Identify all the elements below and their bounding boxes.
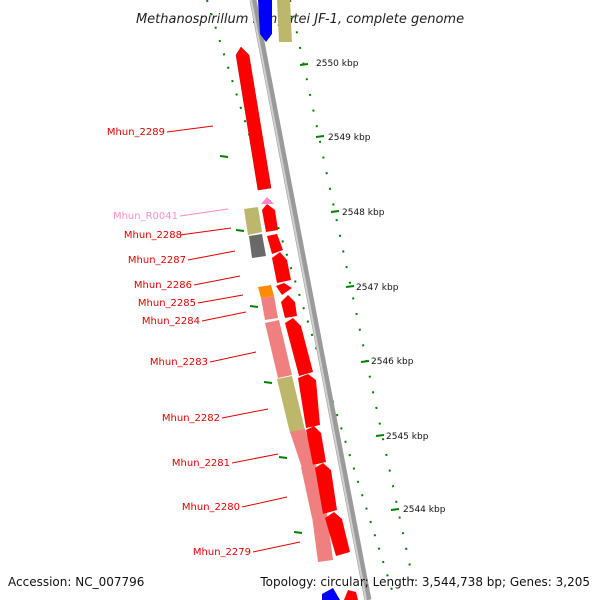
gene-feature-Mhun_2285[interactable] (258, 285, 274, 298)
inner-dotted-track (206, 0, 393, 591)
gene-label-Mhun_2284[interactable]: Mhun_2284 (142, 316, 200, 327)
scale-label-2549: 2549 kbp (328, 133, 371, 143)
gene-feature-small-red[interactable] (276, 283, 292, 295)
gene-label-Mhun_2289[interactable]: Mhun_2289 (107, 127, 165, 138)
gene-feature-top-olive[interactable] (277, 0, 292, 42)
label-leader-rna (179, 208, 229, 217)
scale-tick-marks (299, 63, 400, 511)
gene-label-Mhun_R0041[interactable]: Mhun_R0041 (113, 211, 178, 222)
gene-feature-Mhun_2288[interactable] (262, 204, 278, 232)
inner-tick-marks (219, 155, 303, 534)
gene-feature-top-blue[interactable] (258, 0, 272, 42)
gene-label-Mhun_2286[interactable]: Mhun_2286 (134, 280, 192, 291)
gene-feature-Mhun_2283[interactable] (285, 318, 313, 376)
gene-feature-gray[interactable] (249, 234, 266, 258)
map-title: Methanospirillum hungatei JF-1, complete… (136, 12, 464, 27)
genome-backbone-highlight (250, 0, 367, 600)
gene-feature-bottom-blue[interactable] (322, 588, 340, 600)
gene-feature-Mhun_2281[interactable] (306, 426, 326, 465)
scale-label-2544: 2544 kbp (403, 505, 446, 515)
gene-feature-Mhun_2284[interactable] (281, 295, 297, 318)
gene-feature-Mhun_2280-light[interactable] (301, 464, 327, 518)
genome-backbone (249, 0, 372, 600)
accession-text: Accession: NC_007796 (8, 575, 144, 589)
gene-label-Mhun_2281[interactable]: Mhun_2281 (172, 458, 230, 469)
gene-label-Mhun_2288[interactable]: Mhun_2288 (124, 230, 182, 241)
gene-feature-Mhun_2279[interactable] (325, 512, 350, 556)
gene-feature-bottom-red[interactable] (344, 590, 358, 600)
gene-label-Mhun_2285[interactable]: Mhun_2285 (138, 298, 196, 309)
gene-feature-Mhun_R0041[interactable] (261, 197, 274, 204)
topology-text: Topology: circular; Length: 3,544,738 bp… (259, 575, 590, 589)
gene-feature-Mhun_2289[interactable] (235, 46, 272, 191)
gene-feature-Mhun_2284-light[interactable] (261, 296, 278, 320)
scale-label-2548: 2548 kbp (342, 208, 385, 218)
gene-label-Mhun_2279[interactable]: Mhun_2279 (193, 547, 251, 558)
gene-feature-Mhun_2287[interactable] (267, 234, 283, 254)
gene-feature-Mhun_2282[interactable] (298, 374, 320, 428)
gene-label-Mhun_2283[interactable]: Mhun_2283 (150, 357, 208, 368)
gene-label-Mhun_2280[interactable]: Mhun_2280 (182, 502, 240, 513)
scale-label-2545: 2545 kbp (386, 432, 429, 442)
gene-label-Mhun_2287[interactable]: Mhun_2287 (128, 255, 186, 266)
gene-label-Mhun_2282[interactable]: Mhun_2282 (162, 413, 220, 424)
gene-feature-Mhun_2283-light[interactable] (265, 320, 292, 378)
gene-feature-Mhun_2280[interactable] (315, 463, 337, 514)
gene-feature-Mhun_2281-light[interactable] (290, 429, 316, 468)
gene-feature-olive-1[interactable] (244, 207, 262, 235)
scale-label-2547: 2547 kbp (356, 283, 399, 293)
scale-label-2550: 2550 kbp (316, 59, 359, 69)
label-leader-lines (166, 125, 301, 553)
gene-feature-Mhun_2286[interactable] (272, 252, 291, 283)
gene-feature-Mhun_2282-olive[interactable] (277, 376, 305, 433)
scale-label-2546: 2546 kbp (371, 357, 414, 367)
